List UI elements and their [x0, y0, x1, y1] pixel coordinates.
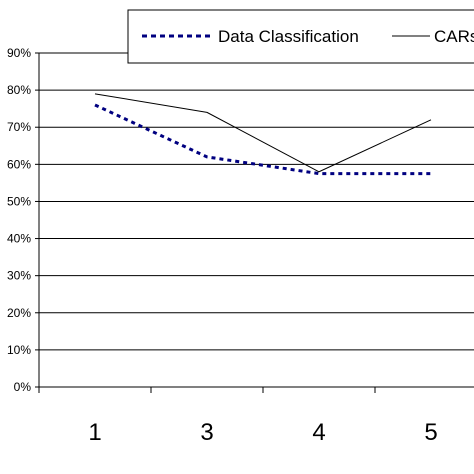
legend-label-data-classification: Data Classification — [218, 27, 359, 46]
y-tick-label-9: 90% — [7, 46, 31, 60]
x-tick-labels: 1 3 4 5 — [88, 419, 437, 446]
y-tick-label-5: 50% — [7, 194, 31, 208]
legend-label-cars: CARs — [434, 27, 474, 46]
y-tick-label-1: 10% — [7, 343, 31, 357]
gridlines — [39, 52, 474, 351]
y-tick-label-7: 70% — [7, 120, 31, 134]
x-tick-label-1: 3 — [200, 419, 213, 446]
y-tick-label-0: 0% — [14, 380, 32, 394]
series-lines — [94, 93, 432, 176]
series-line-data-classification — [94, 103, 431, 176]
legend: Data Classification CARs — [127, 9, 474, 64]
axes — [35, 52, 474, 393]
y-tick-label-2: 20% — [7, 306, 31, 320]
x-tick-label-0: 1 — [88, 419, 101, 446]
y-tick-label-3: 30% — [7, 269, 31, 283]
y-tick-label-6: 60% — [7, 157, 31, 171]
x-tick-label-3: 5 — [424, 419, 437, 446]
y-tick-label-8: 80% — [7, 83, 31, 97]
y-tick-label-4: 40% — [7, 232, 31, 246]
y-tick-labels: 0% 10% 20% 30% 40% 50% 60% 70% 80% 90% — [7, 46, 31, 394]
x-tick-label-2: 4 — [312, 419, 325, 446]
series-line-cars — [94, 93, 432, 173]
